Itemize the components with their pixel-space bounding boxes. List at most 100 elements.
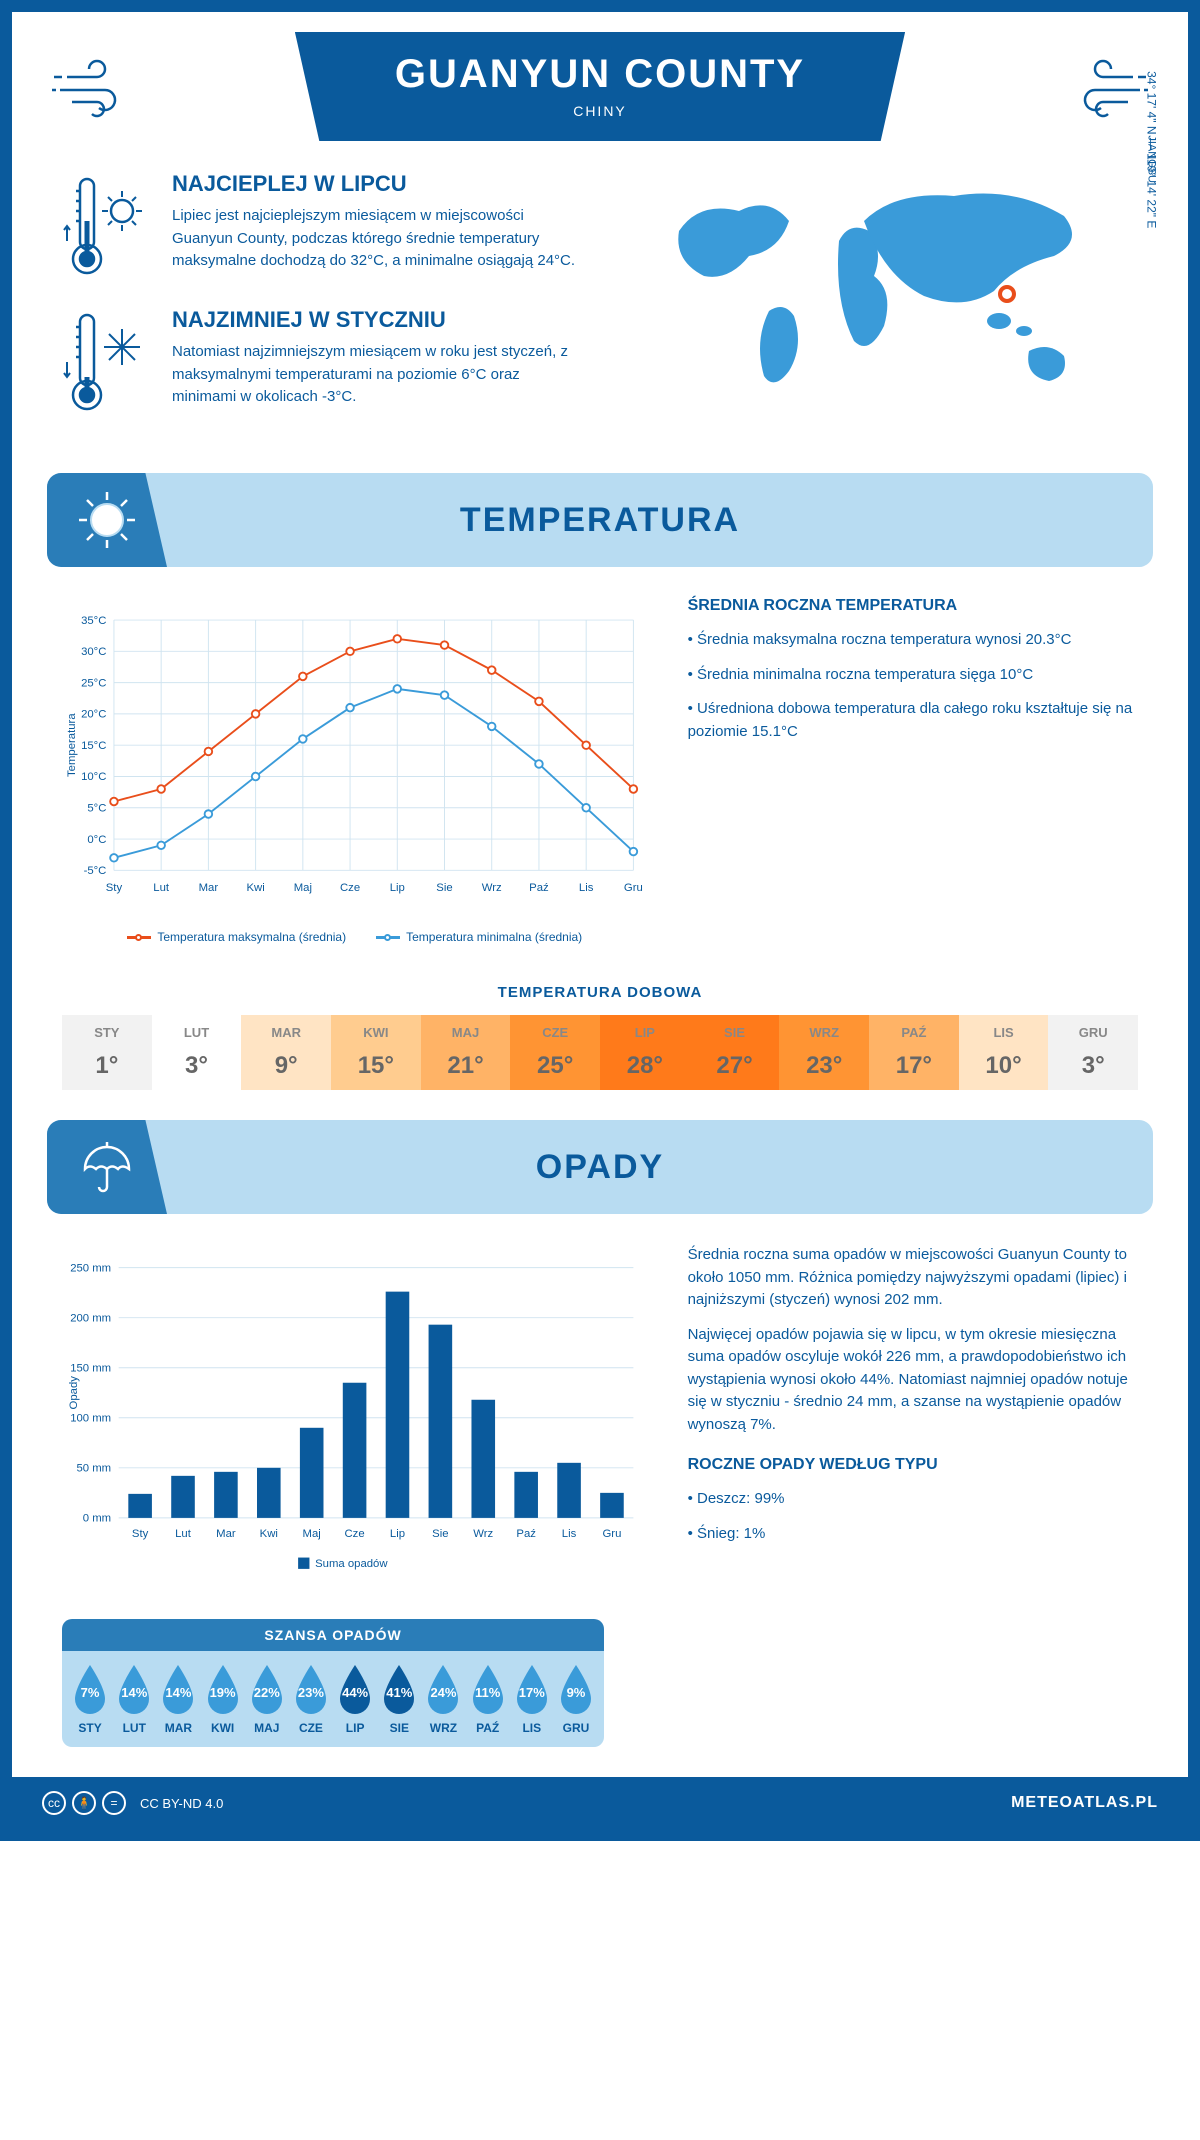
svg-text:Wrz: Wrz	[473, 1528, 493, 1540]
rain-chance-cell: 23% CZE	[289, 1663, 333, 1735]
svg-text:Sty: Sty	[132, 1528, 149, 1540]
cc-license: cc 🧍 = CC BY-ND 4.0	[42, 1791, 223, 1815]
svg-text:Sty: Sty	[106, 882, 123, 894]
precip-type-title: ROCZNE OPADY WEDŁUG TYPU	[688, 1456, 1138, 1474]
svg-text:Opady: Opady	[68, 1376, 80, 1410]
nd-icon: =	[102, 1791, 126, 1815]
daily-temp-cell: PAŹ17°	[869, 1015, 959, 1090]
rain-chance-cell: 44% LIP	[333, 1663, 377, 1735]
svg-text:Cze: Cze	[345, 1528, 365, 1540]
precipitation-title: OPADY	[167, 1148, 1153, 1187]
wind-icon-right	[1048, 52, 1148, 122]
svg-text:Paź: Paź	[516, 1528, 536, 1540]
svg-text:25°C: 25°C	[81, 677, 106, 689]
daily-temp-cell: LUT3°	[152, 1015, 242, 1090]
rain-chance-cell: 9% GRU	[554, 1663, 598, 1735]
footer: cc 🧍 = CC BY-ND 4.0 METEOATLAS.PL	[12, 1777, 1188, 1829]
svg-text:35°C: 35°C	[81, 615, 106, 627]
svg-text:Gru: Gru	[603, 1528, 622, 1540]
rain-chance-cell: 22% MAJ	[245, 1663, 289, 1735]
rain-chance-title: SZANSA OPADÓW	[62, 1619, 604, 1651]
warmest-block: NAJCIEPLEJ W LIPCU Lipiec jest najcieple…	[62, 171, 580, 281]
daily-temp-cell: GRU3°	[1048, 1015, 1138, 1090]
thermometer-hot-icon	[62, 171, 152, 281]
svg-text:Lip: Lip	[390, 882, 405, 894]
svg-text:0 mm: 0 mm	[83, 1513, 111, 1525]
umbrella-icon	[75, 1135, 139, 1199]
svg-text:Kwi: Kwi	[260, 1528, 278, 1540]
rain-chance-cell: 41% SIE	[377, 1663, 421, 1735]
svg-text:Mar: Mar	[216, 1528, 236, 1540]
sun-icon	[75, 488, 139, 552]
daily-temp-cell: WRZ23°	[779, 1015, 869, 1090]
svg-text:250 mm: 250 mm	[70, 1262, 111, 1274]
legend-item: Temperatura maksymalna (średnia)	[127, 930, 346, 944]
cc-icon: cc	[42, 1791, 66, 1815]
rain-chance-cell: 17% LIS	[510, 1663, 554, 1735]
svg-text:Gru: Gru	[624, 882, 643, 894]
intro-left: NAJCIEPLEJ W LIPCU Lipiec jest najcieple…	[62, 171, 580, 443]
svg-text:100 mm: 100 mm	[70, 1413, 111, 1425]
precip-type-bullet: • Śnieg: 1%	[688, 1523, 1138, 1546]
legend-item: Temperatura minimalna (średnia)	[376, 930, 582, 944]
temp-bullet: • Średnia minimalna roczna temperatura s…	[688, 664, 1138, 687]
temperature-chart-col: -5°C0°C5°C10°C15°C20°C25°C30°C35°CStyLut…	[62, 597, 648, 944]
by-icon: 🧍	[72, 1791, 96, 1815]
temp-bullet: • Średnia maksymalna roczna temperatura …	[688, 629, 1138, 652]
daily-temp-cell: LIS10°	[959, 1015, 1049, 1090]
svg-text:Temperatura: Temperatura	[66, 713, 78, 777]
precipitation-summary: Średnia roczna suma opadów w miejscowośc…	[688, 1244, 1138, 1589]
coldest-text: Natomiast najzimniejszym miesiącem w rok…	[172, 341, 580, 409]
precipitation-chart-col: 0 mm50 mm100 mm150 mm200 mm250 mmStyLutM…	[62, 1244, 648, 1589]
temperature-section-header: TEMPERATURA	[47, 473, 1153, 567]
svg-text:15°C: 15°C	[81, 740, 106, 752]
svg-text:Lip: Lip	[390, 1528, 405, 1540]
intro-right: JIANGSU 34° 17' 4" N — 119° 14' 22" E	[620, 171, 1138, 443]
daily-temp-cell: STY1°	[62, 1015, 152, 1090]
svg-text:Lut: Lut	[153, 882, 170, 894]
svg-text:5°C: 5°C	[87, 803, 106, 815]
svg-text:Cze: Cze	[340, 882, 360, 894]
daily-temp-cell: CZE25°	[510, 1015, 600, 1090]
svg-text:Lut: Lut	[175, 1528, 192, 1540]
warmest-title: NAJCIEPLEJ W LIPCU	[172, 171, 580, 197]
license-text: CC BY-ND 4.0	[140, 1796, 223, 1811]
temp-summary-title: ŚREDNIA ROCZNA TEMPERATURA	[688, 597, 1138, 615]
daily-temp-cell: LIP28°	[600, 1015, 690, 1090]
title-banner: GUANYUN COUNTY CHINY	[295, 32, 905, 141]
precip-paragraph: Najwięcej opadów pojawia się w lipcu, w …	[688, 1324, 1138, 1437]
daily-temp-cell: MAJ21°	[421, 1015, 511, 1090]
rain-chance-cell: 14% LUT	[112, 1663, 156, 1735]
rain-chance-cell: 11% PAŹ	[466, 1663, 510, 1735]
svg-text:10°C: 10°C	[81, 771, 106, 783]
precipitation-bar-chart: 0 mm50 mm100 mm150 mm200 mm250 mmStyLutM…	[62, 1244, 648, 1584]
temperature-line-chart: -5°C0°C5°C10°C15°C20°C25°C30°C35°CStyLut…	[62, 597, 648, 917]
temperature-legend: Temperatura maksymalna (średnia) Temperat…	[62, 930, 648, 944]
rain-chance-panel: SZANSA OPADÓW 7% STY 14% LUT 14% MAR 19%…	[62, 1619, 604, 1747]
precip-type-bullet: • Deszcz: 99%	[688, 1488, 1138, 1511]
precip-paragraph: Średnia roczna suma opadów w miejscowośc…	[688, 1244, 1138, 1312]
svg-text:50 mm: 50 mm	[76, 1463, 111, 1475]
footer-brand: METEOATLAS.PL	[1011, 1794, 1158, 1812]
rain-chance-cell: 24% WRZ	[421, 1663, 465, 1735]
svg-text:Sie: Sie	[432, 1528, 448, 1540]
svg-text:Suma opadów: Suma opadów	[315, 1558, 388, 1570]
daily-temp-table: STY1°LUT3°MAR9°KWI15°MAJ21°CZE25°LIP28°S…	[62, 1015, 1138, 1090]
svg-text:Kwi: Kwi	[246, 882, 264, 894]
precipitation-content: 0 mm50 mm100 mm150 mm200 mm250 mmStyLutM…	[12, 1214, 1188, 1619]
coldest-block: NAJZIMNIEJ W STYCZNIU Natomiast najzimni…	[62, 307, 580, 417]
svg-text:Wrz: Wrz	[482, 882, 502, 894]
daily-temp-section: TEMPERATURA DOBOWA STY1°LUT3°MAR9°KWI15°…	[12, 974, 1188, 1120]
svg-text:-5°C: -5°C	[84, 865, 107, 877]
daily-temp-cell: KWI15°	[331, 1015, 421, 1090]
temp-bullet: • Uśredniona dobowa temperatura dla całe…	[688, 698, 1138, 743]
svg-text:150 mm: 150 mm	[70, 1362, 111, 1374]
svg-text:Mar: Mar	[199, 882, 219, 894]
world-map	[620, 171, 1138, 431]
warmest-text: Lipiec jest najcieplejszym miesiącem w m…	[172, 205, 580, 273]
page-subtitle: CHINY	[395, 103, 805, 119]
thermometer-cold-icon	[62, 307, 152, 417]
svg-text:Sie: Sie	[436, 882, 452, 894]
coldest-title: NAJZIMNIEJ W STYCZNIU	[172, 307, 580, 333]
temperature-summary: ŚREDNIA ROCZNA TEMPERATURA • Średnia mak…	[688, 597, 1138, 944]
